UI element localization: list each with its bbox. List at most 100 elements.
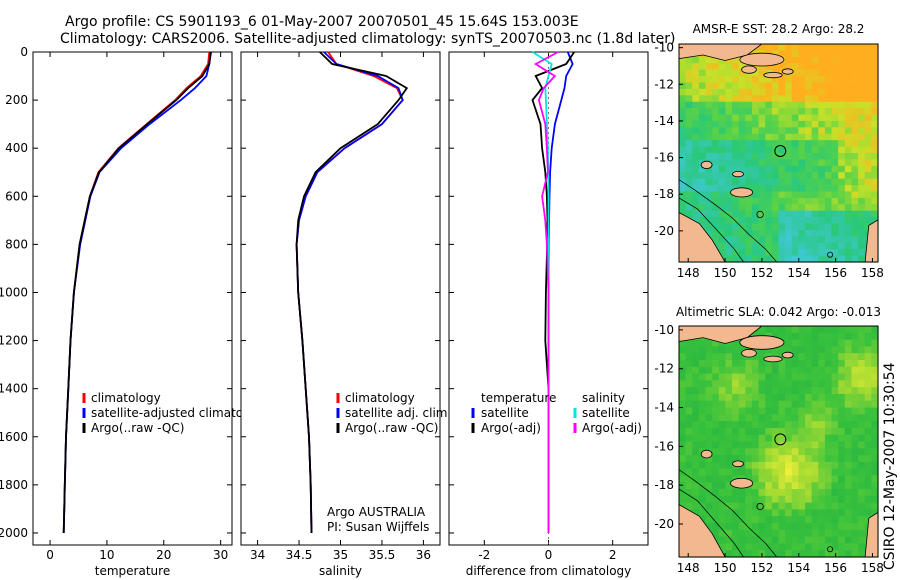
map-cell	[758, 76, 766, 84]
map-cell	[751, 393, 760, 402]
map-cell	[751, 185, 760, 193]
y-tick-label: 2000	[0, 526, 28, 540]
map-cell	[718, 448, 727, 456]
map-cell	[851, 101, 859, 109]
map-cell	[679, 185, 687, 193]
map-cell	[818, 44, 826, 52]
map-cell	[864, 114, 872, 122]
y-tick-label: -12	[654, 77, 674, 91]
map-cell	[831, 380, 839, 388]
map-cell	[679, 353, 687, 361]
map-cell	[791, 326, 799, 334]
map-cell	[785, 178, 793, 186]
map-cell	[765, 536, 773, 545]
map-cell	[732, 387, 740, 395]
map-cell	[732, 529, 740, 538]
map-cell	[751, 400, 760, 409]
map-cell	[712, 400, 720, 409]
x-tick-label: 154	[787, 561, 810, 575]
map-cell	[818, 550, 826, 558]
map-cell	[771, 88, 780, 96]
map-cell	[698, 76, 707, 84]
map-cell	[705, 516, 713, 524]
map-cell	[811, 475, 819, 483]
map-cell	[758, 114, 766, 122]
map-cell	[811, 82, 819, 90]
map-cell	[732, 249, 740, 257]
map-cell	[858, 509, 866, 517]
map-cell	[705, 133, 713, 141]
map-cell	[698, 346, 707, 354]
map-cell	[712, 434, 720, 443]
map-cell	[685, 455, 693, 463]
map-cell	[771, 495, 780, 504]
map-cell	[732, 101, 740, 109]
map-cell	[679, 373, 687, 381]
map-cell	[751, 407, 760, 415]
map-cell	[805, 550, 813, 558]
map-cell	[818, 76, 826, 84]
map-cell	[864, 76, 872, 84]
map-cell	[805, 489, 813, 497]
map-cell	[844, 461, 853, 470]
map-cell	[838, 516, 846, 524]
map-cell	[771, 468, 780, 477]
map-cell	[705, 468, 713, 477]
map-cell	[758, 69, 766, 77]
map-cell	[824, 489, 833, 497]
map-cell	[785, 509, 793, 517]
map-cell	[811, 550, 819, 558]
map-cell	[765, 153, 773, 161]
map-cell	[831, 197, 839, 205]
map-cell	[811, 223, 819, 231]
map-cell	[725, 387, 733, 395]
map-cell	[751, 88, 760, 96]
map-cell	[692, 421, 700, 429]
map-cell	[718, 421, 727, 429]
map-cell	[838, 159, 846, 167]
map-cell	[765, 140, 773, 148]
map-cell	[831, 133, 839, 141]
map-cell	[705, 223, 713, 231]
map-cell	[798, 448, 806, 456]
map-cell	[805, 114, 813, 122]
map-cell	[811, 359, 819, 368]
legend-label: satellite-adjusted climatology	[91, 406, 269, 420]
map-cell	[679, 380, 687, 388]
map-cell	[679, 172, 687, 180]
map-cell	[725, 76, 733, 84]
map-cell	[732, 373, 740, 381]
map-cell	[844, 44, 853, 52]
map-cell	[805, 127, 813, 135]
map-cell	[732, 63, 740, 71]
map-cell	[705, 178, 713, 186]
map-cell	[778, 550, 786, 558]
map-cell	[871, 326, 879, 334]
map-cell	[718, 159, 727, 167]
map-cell	[851, 366, 859, 375]
map-cell	[705, 509, 713, 517]
map-cell	[745, 359, 753, 368]
map-cell	[725, 120, 733, 128]
legend-label: satellite adj. clim.	[345, 406, 451, 420]
map-cell	[824, 159, 833, 167]
map-cell	[738, 489, 746, 497]
map-cell	[785, 523, 793, 531]
map-cell	[805, 120, 813, 128]
map-cell	[679, 346, 687, 354]
map-cell	[811, 185, 819, 193]
map-cell	[805, 178, 813, 186]
map-cell	[758, 223, 766, 231]
map-cell	[685, 502, 693, 511]
map-cell	[732, 489, 740, 497]
map-cell	[705, 82, 713, 90]
map-cell	[705, 217, 713, 225]
map-cell	[698, 56, 707, 64]
map-cell	[811, 101, 819, 109]
map-cell	[745, 468, 753, 477]
map-cell	[698, 191, 707, 199]
map-cell	[705, 108, 713, 116]
map-cell	[824, 393, 833, 402]
map-cell	[679, 475, 687, 483]
map-cell	[851, 197, 859, 205]
